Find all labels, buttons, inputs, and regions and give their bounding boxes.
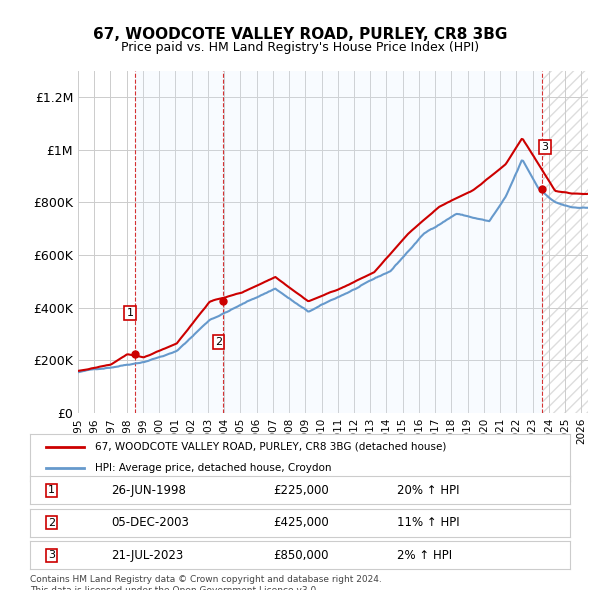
Bar — [134, 71, 223, 413]
Text: Contains HM Land Registry data © Crown copyright and database right 2024.
This d: Contains HM Land Registry data © Crown c… — [30, 575, 382, 590]
Text: 3: 3 — [542, 142, 548, 152]
Text: 1: 1 — [127, 308, 134, 318]
Text: £425,000: £425,000 — [273, 516, 329, 529]
Text: £225,000: £225,000 — [273, 484, 329, 497]
Text: 26-JUN-1998: 26-JUN-1998 — [111, 484, 186, 497]
Bar — [223, 71, 542, 413]
Text: 2% ↑ HPI: 2% ↑ HPI — [397, 549, 452, 562]
Text: 3: 3 — [48, 550, 55, 560]
Text: 2: 2 — [215, 337, 222, 347]
Text: 11% ↑ HPI: 11% ↑ HPI — [397, 516, 460, 529]
Text: Price paid vs. HM Land Registry's House Price Index (HPI): Price paid vs. HM Land Registry's House … — [121, 41, 479, 54]
Text: 2: 2 — [48, 518, 55, 527]
Bar — [542, 71, 588, 413]
Text: 1: 1 — [48, 486, 55, 495]
Text: HPI: Average price, detached house, Croydon: HPI: Average price, detached house, Croy… — [95, 463, 331, 473]
Text: 20% ↑ HPI: 20% ↑ HPI — [397, 484, 460, 497]
Text: 67, WOODCOTE VALLEY ROAD, PURLEY, CR8 3BG: 67, WOODCOTE VALLEY ROAD, PURLEY, CR8 3B… — [93, 27, 507, 41]
Text: 05-DEC-2003: 05-DEC-2003 — [111, 516, 189, 529]
Text: 67, WOODCOTE VALLEY ROAD, PURLEY, CR8 3BG (detached house): 67, WOODCOTE VALLEY ROAD, PURLEY, CR8 3B… — [95, 442, 446, 452]
Text: £850,000: £850,000 — [273, 549, 329, 562]
Text: 21-JUL-2023: 21-JUL-2023 — [111, 549, 183, 562]
Bar — [542, 71, 588, 413]
